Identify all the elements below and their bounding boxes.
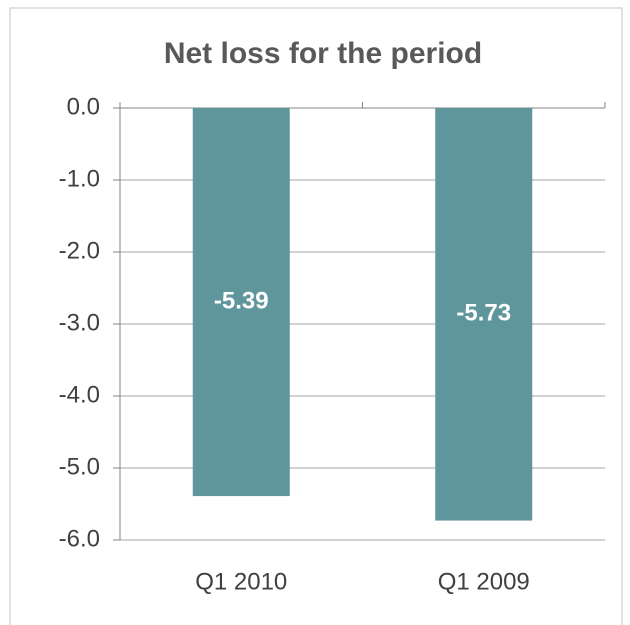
x-tick-label: Q1 2010 — [195, 568, 287, 595]
y-tick-label: -3.0 — [59, 309, 100, 336]
data-label: -5.39 — [214, 287, 269, 314]
y-tick-label: 0.0 — [67, 93, 100, 120]
y-tick-label: -6.0 — [59, 525, 100, 552]
y-tick-label: -4.0 — [59, 381, 100, 408]
y-tick-label: -5.0 — [59, 453, 100, 480]
bar — [435, 108, 533, 521]
bar — [192, 108, 290, 497]
chart-frame — [9, 7, 623, 625]
data-label: -5.73 — [456, 300, 511, 327]
y-tick-label: -2.0 — [59, 237, 100, 264]
chart-title: Net loss for the period — [164, 37, 482, 70]
x-tick-label: Q1 2009 — [438, 568, 530, 595]
y-tick-label: -1.0 — [59, 165, 100, 192]
